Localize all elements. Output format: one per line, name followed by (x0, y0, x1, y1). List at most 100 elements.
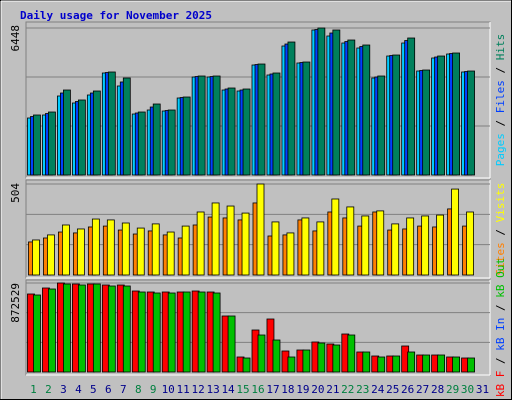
bar (436, 214, 445, 276)
x-tick-label: 28 (431, 383, 444, 396)
bar (452, 356, 460, 373)
bar (137, 291, 146, 373)
bar (32, 239, 40, 276)
legend-label: Files (494, 80, 507, 113)
bar (422, 69, 431, 176)
bar (301, 217, 310, 276)
x-tick-label: 19 (296, 383, 309, 396)
bar (377, 75, 386, 176)
bar (227, 315, 236, 373)
bar (302, 349, 311, 373)
legend: kB F / kB In / kB Out (494, 258, 507, 397)
x-tick-label: 31 (476, 383, 489, 396)
bar (257, 334, 266, 373)
x-tick-label: 9 (150, 383, 157, 396)
bar (227, 87, 236, 176)
bar (212, 75, 221, 176)
bar (47, 234, 55, 276)
bar (63, 89, 71, 176)
bar (107, 285, 116, 373)
bar (122, 77, 131, 176)
bar (302, 61, 311, 176)
bar (152, 103, 161, 176)
bar (287, 41, 296, 176)
bar (182, 96, 191, 176)
bar (347, 39, 356, 176)
bar (197, 291, 206, 373)
x-tick-label: 14 (221, 383, 235, 396)
bar (166, 231, 175, 276)
bar (33, 294, 41, 373)
bar (437, 55, 446, 176)
legend-label: Visits (494, 183, 507, 223)
bar (467, 70, 475, 176)
bar (48, 111, 56, 176)
bar (182, 291, 191, 373)
bar (181, 225, 190, 276)
x-tick-label: 26 (401, 383, 414, 396)
bar (91, 218, 100, 276)
y-tick-label: 6448 (9, 25, 22, 52)
bar (392, 355, 401, 373)
bar (137, 111, 146, 176)
bar (167, 109, 176, 176)
legend-separator: / (494, 222, 507, 242)
bar (271, 221, 280, 276)
bar (92, 90, 101, 176)
bar (136, 227, 145, 276)
bar (257, 63, 266, 176)
legend-label: kB F (494, 371, 507, 398)
bar (242, 88, 251, 176)
bar (48, 288, 56, 373)
legend-label: kB In (494, 318, 507, 351)
bar (226, 205, 235, 276)
legend-label: kB Out (494, 258, 507, 298)
x-tick-label: 27 (416, 383, 429, 396)
bar (152, 292, 161, 373)
bar (437, 354, 446, 373)
bar (122, 285, 131, 373)
legend-separator: / (494, 113, 507, 133)
x-tick-label: 12 (192, 383, 205, 396)
x-tick-label: 20 (311, 383, 324, 396)
legend-label: Pages (494, 133, 507, 166)
x-tick-label: 7 (120, 383, 127, 396)
x-tick-label: 13 (206, 383, 219, 396)
bar (331, 198, 340, 276)
x-tick-label: 8 (135, 383, 142, 396)
bar (287, 356, 296, 373)
bar (362, 44, 371, 176)
bar (106, 219, 115, 276)
bar (212, 292, 221, 373)
bar (391, 223, 400, 276)
bar (407, 351, 416, 373)
y-tick-label: 504 (9, 183, 22, 203)
bar (451, 188, 459, 276)
bar (272, 339, 281, 373)
legend-separator: / (494, 351, 507, 371)
bar (467, 357, 475, 373)
x-tick-label: 23 (356, 383, 369, 396)
legend-separator: / (494, 298, 507, 318)
bar (452, 52, 460, 176)
bar (77, 284, 86, 373)
bar (392, 54, 401, 176)
bar (121, 222, 130, 276)
legend: Pages / Files / Hits (494, 34, 507, 167)
bar (107, 71, 116, 176)
bar (376, 210, 385, 276)
bar (422, 354, 431, 373)
legend-label: Sites (494, 242, 507, 275)
bar (332, 344, 341, 373)
x-tick-label: 17 (266, 383, 279, 396)
bar (33, 114, 41, 176)
bar (196, 211, 205, 276)
bar (466, 211, 474, 276)
bar (256, 183, 265, 276)
bar (421, 215, 430, 276)
bar (241, 212, 250, 276)
bar (317, 342, 326, 373)
legend-label: Hits (494, 34, 507, 61)
bar (151, 223, 160, 276)
